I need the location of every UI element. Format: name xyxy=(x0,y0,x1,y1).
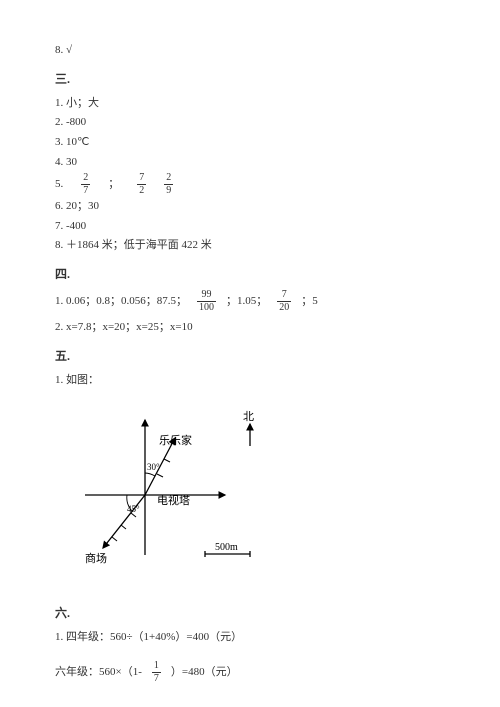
label-market: 商场 xyxy=(85,551,107,565)
s4-l1-a: 1. 0.06；0.8；0.056；87.5； xyxy=(55,293,187,311)
s6-l2-a: 六年级：560×（1- xyxy=(55,664,142,682)
s3-l7: 7. -400 xyxy=(55,218,445,236)
s6-l2: 六年级：560×（1- 17 ）=480（元） xyxy=(55,661,445,684)
label-tower: 电视塔 xyxy=(157,493,190,507)
item-8: 8. √ xyxy=(55,42,445,60)
label-north: 北 xyxy=(243,410,254,423)
frac-2-7: 27 xyxy=(81,173,90,196)
section-6-title: 六. xyxy=(55,604,445,623)
s3-l2: 2. -800 xyxy=(55,114,445,132)
s6-l2-b: ）=480（元） xyxy=(171,664,238,682)
sep1: ； xyxy=(108,176,119,194)
s3-l8: 8. ＋1864 米；低于海平面 422 米 xyxy=(55,237,445,255)
frac-99-100: 99100 xyxy=(197,290,216,313)
s5-l1: 1. 如图： xyxy=(55,372,445,390)
s3-l6: 6. 20；30 xyxy=(55,198,445,216)
frac-1-7: 17 xyxy=(152,661,161,684)
label-lele: 乐乐家 xyxy=(159,433,192,447)
label-30: 30° xyxy=(147,462,160,472)
diagram: 北 乐乐家 电视塔 商场 500m 30° 45° xyxy=(65,400,275,580)
s3-l4: 4. 30 xyxy=(55,154,445,172)
frac-7-20: 720 xyxy=(277,290,291,313)
label-scale: 500m xyxy=(215,542,238,553)
s3-l5-prefix: 5. xyxy=(55,176,63,194)
frac-2-9: 29 xyxy=(164,173,173,196)
frac-7-2: 72 xyxy=(137,173,146,196)
section-4-title: 四. xyxy=(55,265,445,284)
s4-l1-c: ；5 xyxy=(301,293,318,311)
s4-l1: 1. 0.06；0.8；0.056；87.5； 99100 ；1.05； 720… xyxy=(55,290,445,313)
section-3-title: 三. xyxy=(55,70,445,89)
s3-l5: 5. 27 ； 72 29 xyxy=(55,173,445,196)
s6-l1: 1. 四年级：560÷（1+40%）=400（元） xyxy=(55,629,445,647)
s4-l1-b: ；1.05； xyxy=(226,293,267,311)
s3-l1: 1. 小；大 xyxy=(55,95,445,113)
label-45: 45° xyxy=(127,504,140,514)
section-5-title: 五. xyxy=(55,347,445,366)
s3-l3: 3. 10℃ xyxy=(55,134,445,152)
s4-l2: 2. x=7.8；x=20；x=25；x=10 xyxy=(55,319,445,337)
